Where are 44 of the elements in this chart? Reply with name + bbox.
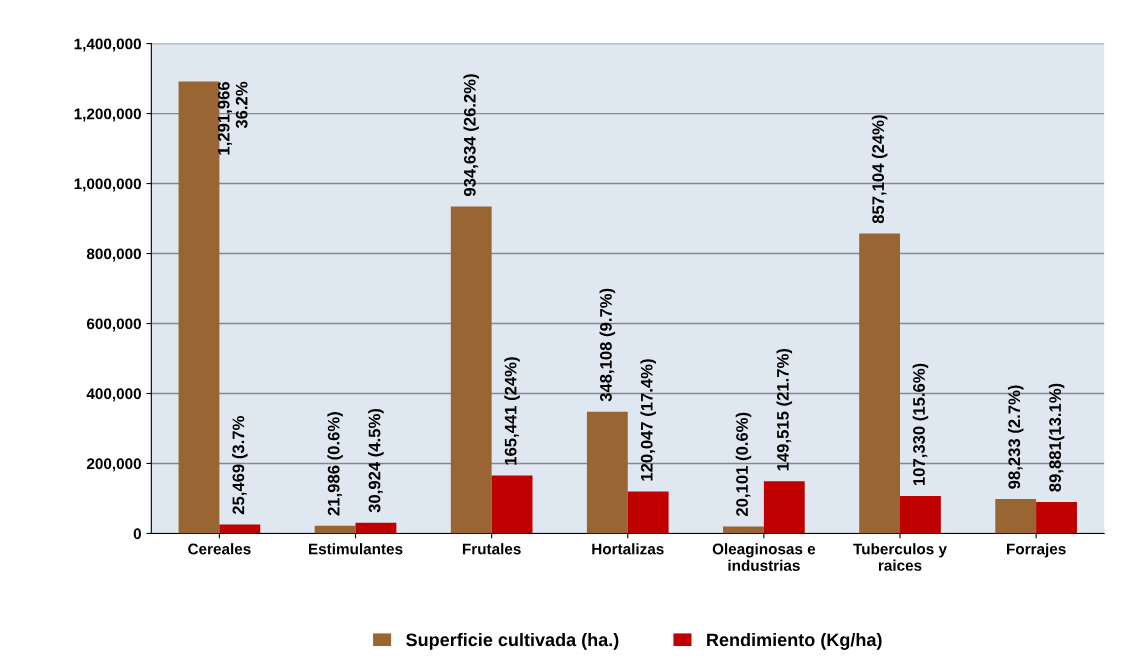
bar [219,524,261,534]
data-label: 857,104 (24%) [871,115,888,224]
x-tick-label: Cereales [188,543,251,555]
x-tick-label: Estimulantes [309,543,403,555]
data-label: 21,986 (0.6%) [327,412,343,516]
data-label: 348,108 (9.7%) [599,288,616,402]
data-label: 165,441 (24%) [504,357,520,465]
bar [723,526,764,534]
y-tick-label: 400,000 [86,388,141,402]
y-tick-label: 600,000 [86,318,141,332]
data-label: 149,515 (21.7%) [776,348,793,471]
bar [314,525,356,534]
data-label: 98,233 (2.7%) [1007,385,1024,489]
bar [995,499,1037,534]
data-label: 120,047 (17.4%) [640,359,656,481]
data-label: 20,101 (0.6%) [735,412,752,517]
x-tick-label: Forrajes [1007,543,1066,558]
legend-label: Rendimiento (Kg/ha) [707,632,882,650]
y-tick-label: 0 [133,528,141,540]
bar [763,481,805,534]
legend-label: Superficie cultivada (ha.) [406,632,619,650]
y-tick-label: 200,000 [86,458,141,472]
data-label: 25,469 (3.7% [232,416,248,515]
y-tick-label: 1,000,000 [74,178,141,192]
bar [450,206,492,534]
bar [355,522,397,534]
bar [859,233,900,534]
x-tick-label: Tuberculos y raices [853,543,947,571]
bar [1036,502,1077,534]
data-label: 934,634 (26.2%) [463,74,479,197]
x-tick-label: Oleaginosas e industrias [712,543,816,571]
x-tick-label: Hortalizas [592,543,664,555]
bar [491,475,533,534]
data-label: 89,881(13.1%) [1048,383,1065,492]
data-label: 30,924 (4.5%) [368,408,384,513]
x-tick-label: Frutales [462,543,521,555]
bar [900,495,941,534]
data-label: 107,330 (15.6%) [912,363,929,486]
bar [627,491,669,534]
y-tick-label: 1,200,000 [74,108,141,122]
y-tick-label: 1,400,000 [74,38,141,52]
bar [586,411,628,534]
data-label: 1,291,966 36.2% [217,81,248,155]
y-tick-label: 800,000 [86,248,141,262]
